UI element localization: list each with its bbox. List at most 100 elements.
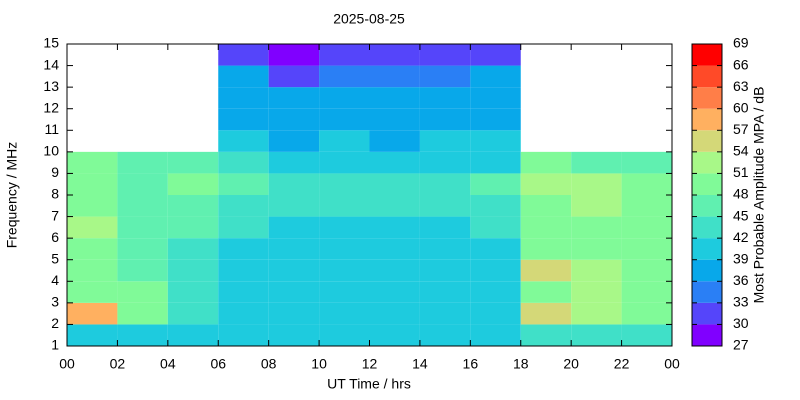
heat-cell [167,173,219,195]
heat-cell [319,44,370,66]
heat-cell [167,281,219,303]
heat-cell [268,281,320,303]
heat-cell [218,238,269,260]
heat-cell [571,259,622,282]
heat-cell [167,195,219,217]
heat-cell [268,87,320,109]
heat-cell [67,302,118,325]
heat-cell [571,324,622,346]
colorbar-tick-label: 45 [733,207,749,223]
heat-cell [67,173,118,195]
heat-cell [319,259,370,282]
heat-cell [470,259,521,282]
heat-cell [419,259,471,282]
heat-cell [520,259,572,282]
heat-cell [419,195,471,217]
heat-cell [419,173,471,195]
heat-cell [319,108,370,131]
heat-cell [218,216,269,239]
colorbar-tick-label: 51 [733,164,749,180]
colorbar-band [692,324,722,346]
heat-cell [369,151,420,174]
heat-cell [419,151,471,174]
y-axis-label: Frequency / MHz [4,142,20,249]
heat-cell [218,87,269,109]
heat-cell [369,195,420,217]
heat-cell [67,281,118,303]
heat-cell [419,108,471,131]
colorbar-tick-label: 63 [733,78,749,94]
colorbar-tick-label: 69 [733,35,749,51]
heat-cell [470,108,521,131]
heat-cell [419,44,471,66]
heat-cell [419,281,471,303]
heat-cell [319,195,370,217]
y-tick-label: 10 [43,143,59,159]
x-tick-label: 20 [563,356,579,372]
x-tick-label: 22 [614,356,630,372]
y-tick-label: 11 [44,121,59,137]
heat-cell [571,151,622,174]
colorbar-band [692,130,722,152]
colorbar-band [692,108,722,131]
heat-cell [67,324,118,346]
colorbar-band [692,44,722,66]
heat-cell [67,238,118,260]
heat-cell [117,281,168,303]
colorbar-label: Most Probable Amplitude MPA / dB [751,87,767,304]
heat-cell [268,195,320,217]
heat-cell [319,281,370,303]
y-tick-label: 2 [51,315,59,331]
heat-cell [268,65,320,88]
heat-cell [218,259,269,282]
heat-cell [369,216,420,239]
x-tick-label: 10 [311,356,327,372]
heat-cell [268,259,320,282]
heat-cell [117,173,168,195]
heat-cell [167,259,219,282]
heat-cell [571,195,622,217]
colorbar-tick-label: 66 [733,56,749,72]
heat-cell [621,324,672,346]
heat-cell [470,302,521,325]
colorbar-band [692,195,722,217]
heat-cell [218,65,269,88]
heat-cell [167,238,219,260]
heat-cell [369,238,420,260]
heat-cell [419,238,471,260]
chart-title: 2025-08-25 [333,11,405,27]
heat-cell [520,324,572,346]
heat-cell [117,302,168,325]
heat-cell [621,302,672,325]
heat-cell [218,44,269,66]
heat-cell [218,324,269,346]
heat-cell [520,216,572,239]
colorbar-band [692,87,722,109]
colorbar-band [692,281,722,303]
heat-cell [117,324,168,346]
heat-cell [621,238,672,260]
heat-cell [218,130,269,152]
colorbar-tick-label: 36 [733,272,749,288]
heat-cell [369,281,420,303]
x-tick-label: 00 [59,356,75,372]
heat-cell [167,216,219,239]
heat-cell [167,324,219,346]
y-tick-label: 7 [51,207,59,223]
heat-cell [218,302,269,325]
heat-cell [268,108,320,131]
heat-cell [369,324,420,346]
heat-cell [571,302,622,325]
heat-cell [470,173,521,195]
heat-cell [117,195,168,217]
heat-cell [571,173,622,195]
heat-cell [419,87,471,109]
heat-cell [470,238,521,260]
heat-cell [419,130,471,152]
colorbar-band [692,216,722,239]
heat-cell [319,216,370,239]
heat-cell [621,173,672,195]
heat-cell [369,108,420,131]
colorbar-band [692,173,722,195]
